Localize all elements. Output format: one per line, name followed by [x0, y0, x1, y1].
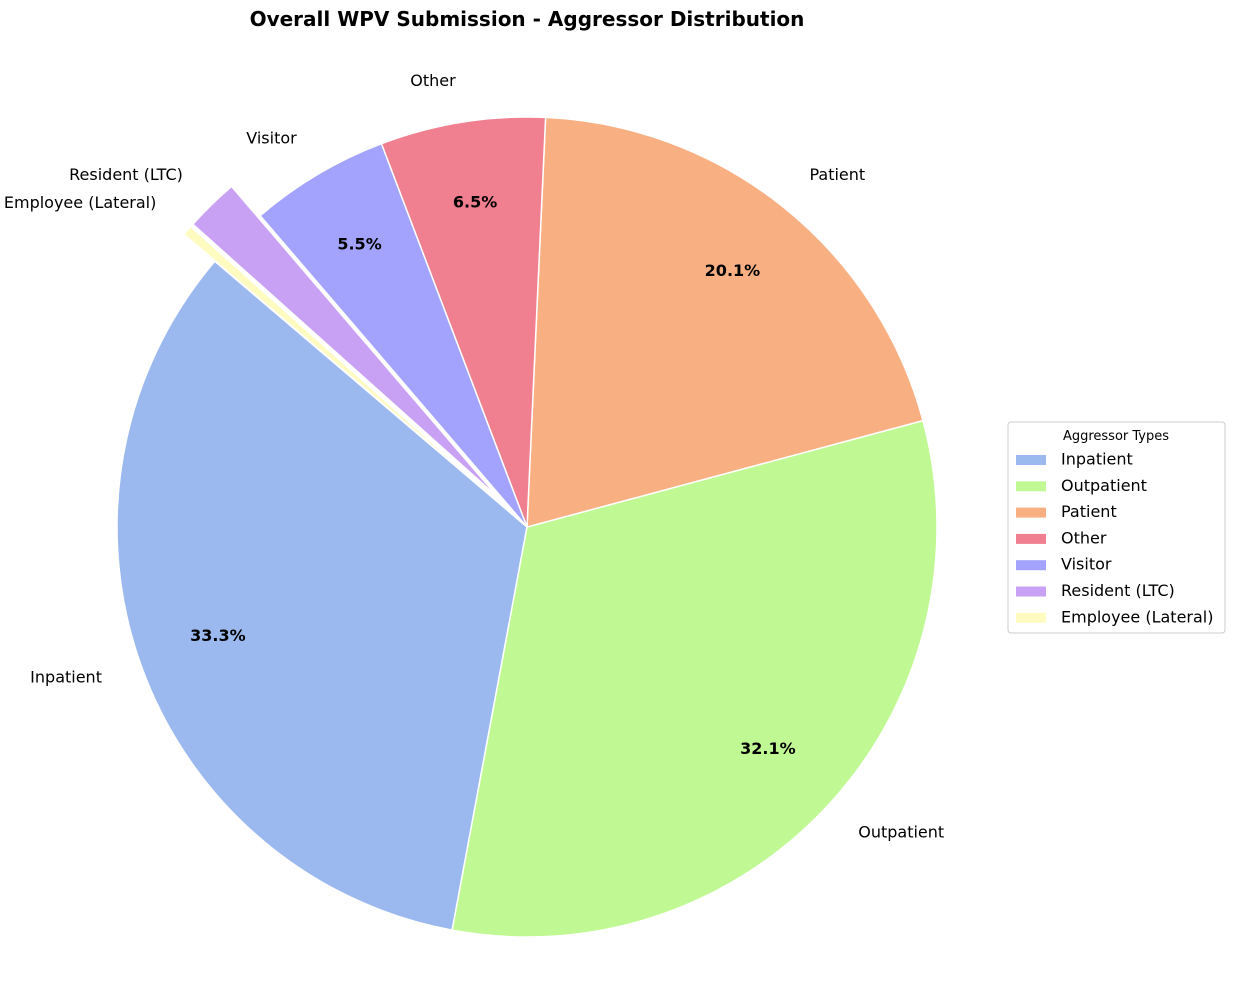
slice-percent-label: 20.1%: [705, 261, 761, 280]
pie-slice-other: [380, 116, 547, 528]
slice-label: Inpatient: [30, 667, 102, 686]
pie-slice-visitor: [259, 142, 528, 528]
slice-percent-label: 32.1%: [740, 739, 796, 758]
legend-box: [1007, 421, 1226, 634]
pie-slices: [116, 116, 938, 938]
legend-swatch: [1016, 612, 1046, 623]
pie-slice-employee-lateral: [182, 225, 497, 501]
slice-label: Employee (Lateral): [4, 193, 156, 212]
legend-entry-label: Inpatient: [1061, 450, 1133, 469]
legend-title: Aggressor Types: [1063, 429, 1169, 444]
pie-slice-inpatient: [116, 260, 528, 931]
legend-entry-label: Patient: [1061, 502, 1117, 521]
legend-swatch: [1016, 455, 1046, 465]
slice-label: Other: [410, 71, 456, 90]
pie-slice-outpatient: [451, 419, 938, 938]
legend-swatch: [1016, 481, 1046, 492]
legend-swatch: [1016, 586, 1046, 597]
slice-label: Outpatient: [858, 823, 944, 842]
pie-slice-patient: [526, 116, 924, 528]
legend-entry-label: Outpatient: [1061, 476, 1147, 495]
legend-swatch: [1016, 507, 1046, 518]
chart-title: Overall WPV Submission - Aggressor Distr…: [250, 7, 805, 31]
slice-label: Visitor: [246, 129, 297, 148]
slice-label: Patient: [809, 165, 865, 184]
slice-percent-label: 5.5%: [337, 234, 381, 253]
legend-entry-label: Employee (Lateral): [1061, 607, 1213, 626]
legend-swatch: [1016, 533, 1046, 544]
pie-slice-resident-ltc: [191, 185, 499, 499]
slice-label: Resident (LTC): [69, 165, 183, 184]
legend-entry-label: Visitor: [1061, 555, 1112, 574]
legend-entry-label: Resident (LTC): [1061, 581, 1175, 600]
legend-entry-label: Other: [1061, 528, 1107, 547]
legend-entries: Inpatient Outpatient Patient Other Visitor Re…: [1016, 450, 1213, 626]
legend: Aggressor Types Inpatient Outpatient Patie…: [1007, 421, 1226, 634]
slice-percent-label: 6.5%: [453, 193, 497, 212]
slice-labels: Inpatient 33.3% Outpatient 32.1% Patient 20.1…: [4, 71, 944, 841]
legend-swatch: [1016, 560, 1046, 571]
slice-percent-label: 33.3%: [190, 626, 246, 645]
